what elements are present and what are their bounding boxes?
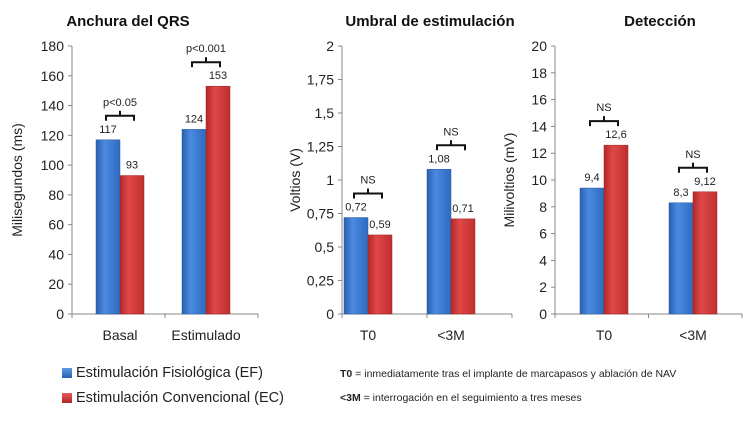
y-tick-label: 40: [48, 246, 64, 262]
y-tick-label: 1,25: [307, 139, 334, 155]
legend-label: Estimulación Fisiológica (EF): [76, 365, 263, 381]
bar-ec: [119, 175, 145, 315]
x-tick-label: <3M: [437, 327, 465, 343]
chart-title: Detección: [624, 13, 696, 30]
x-tick-label: <3M: [679, 327, 707, 343]
x-tick-label: Estimulado: [171, 327, 240, 343]
y-tick-label: 20: [531, 38, 547, 54]
y-tick-label: 14: [531, 118, 547, 134]
bar-ef: [426, 169, 452, 315]
y-tick-label: 1,75: [307, 72, 334, 88]
data-label: 93: [126, 160, 138, 172]
legend-item-ec: Estimulación Convencional (EC): [62, 390, 284, 406]
y-tick-label: 0,5: [315, 239, 335, 255]
bar-ef: [668, 202, 694, 315]
y-tick-label: 1: [326, 172, 334, 188]
y-tick-label: 16: [531, 92, 547, 108]
note-key: <3M: [340, 392, 361, 404]
legend-swatch-red: [62, 393, 72, 403]
x-tick-label: T0: [596, 327, 613, 343]
significance-label: NS: [596, 102, 611, 114]
y-tick-label: 0: [539, 306, 547, 322]
y-tick-label: 160: [41, 68, 65, 84]
y-tick-label: 1,5: [315, 105, 335, 121]
bar-ef: [579, 187, 605, 315]
data-label: 12,6: [605, 129, 626, 141]
y-tick-label: 10: [531, 172, 547, 188]
chart-title: Umbral de estimulación: [345, 13, 514, 30]
legend-swatch-blue: [62, 368, 72, 378]
data-label: 9,4: [584, 172, 599, 184]
data-label: 124: [185, 113, 203, 125]
data-label: 117: [99, 124, 117, 136]
data-label: 9,12: [694, 176, 715, 188]
y-tick-label: 0: [326, 306, 334, 322]
legend-item-ef: Estimulación Fisiológica (EF): [62, 365, 263, 381]
significance-bracket: [589, 116, 619, 127]
significance-bracket: [105, 110, 135, 121]
y-tick-label: 100: [41, 157, 65, 173]
y-tick-label: 0,75: [307, 206, 334, 222]
bar-ec: [692, 191, 718, 315]
bar-ec: [205, 85, 231, 315]
significance-label: NS: [685, 149, 700, 161]
x-tick-label: T0: [360, 327, 377, 343]
significance-label: p<0.05: [103, 97, 137, 109]
y-tick-label: 18: [531, 65, 547, 81]
y-tick-label: 0,25: [307, 273, 334, 289]
significance-label: p<0.001: [186, 43, 226, 55]
note-3m: <3M = interrogación en el seguimiento a …: [340, 392, 582, 404]
data-label: 153: [209, 70, 227, 82]
y-tick-label: 2: [539, 279, 547, 295]
y-tick-label: 120: [41, 127, 65, 143]
y-axis-label: Milisegundos (ms): [9, 123, 25, 237]
bar-ef: [343, 217, 369, 315]
y-axis-label: Voltios (V): [287, 148, 303, 212]
significance-label: NS: [360, 175, 375, 187]
y-tick-label: 2: [326, 38, 334, 54]
data-label: 0,72: [345, 202, 366, 214]
y-tick-label: 80: [48, 187, 64, 203]
significance-bracket: [191, 57, 221, 68]
note-text: = inmediatamente tras el implante de mar…: [352, 368, 677, 380]
y-tick-label: 140: [41, 98, 65, 114]
data-label: 0,59: [369, 219, 390, 231]
y-tick-label: 4: [539, 252, 547, 268]
significance-bracket: [678, 162, 708, 173]
data-label: 0,71: [452, 203, 473, 215]
bar-ef: [181, 129, 207, 315]
y-tick-label: 60: [48, 217, 64, 233]
y-tick-label: 12: [531, 145, 547, 161]
note-t0: T0 = inmediatamente tras el implante de …: [340, 368, 676, 380]
y-tick-label: 180: [41, 38, 65, 54]
data-label: 1,08: [428, 153, 449, 165]
bar-ec: [367, 234, 393, 315]
note-key: T0: [340, 368, 353, 380]
significance-label: NS: [443, 126, 458, 138]
y-tick-label: 20: [48, 276, 64, 292]
significance-bracket: [353, 188, 383, 199]
bar-ec: [603, 144, 629, 315]
legend-label: Estimulación Convencional (EC): [76, 390, 284, 406]
y-axis-label: Milivoltios (mV): [501, 133, 517, 228]
x-tick-label: Basal: [102, 327, 137, 343]
note-text: = interrogación en el seguimiento a tres…: [360, 392, 582, 404]
y-tick-label: 6: [539, 226, 547, 242]
y-tick-label: 0: [56, 306, 64, 322]
y-tick-label: 8: [539, 199, 547, 215]
significance-bracket: [436, 140, 466, 151]
chart-title: Anchura del QRS: [66, 13, 189, 30]
bar-ef: [95, 139, 121, 315]
bar-ec: [450, 218, 476, 315]
data-label: 8,3: [673, 187, 688, 199]
